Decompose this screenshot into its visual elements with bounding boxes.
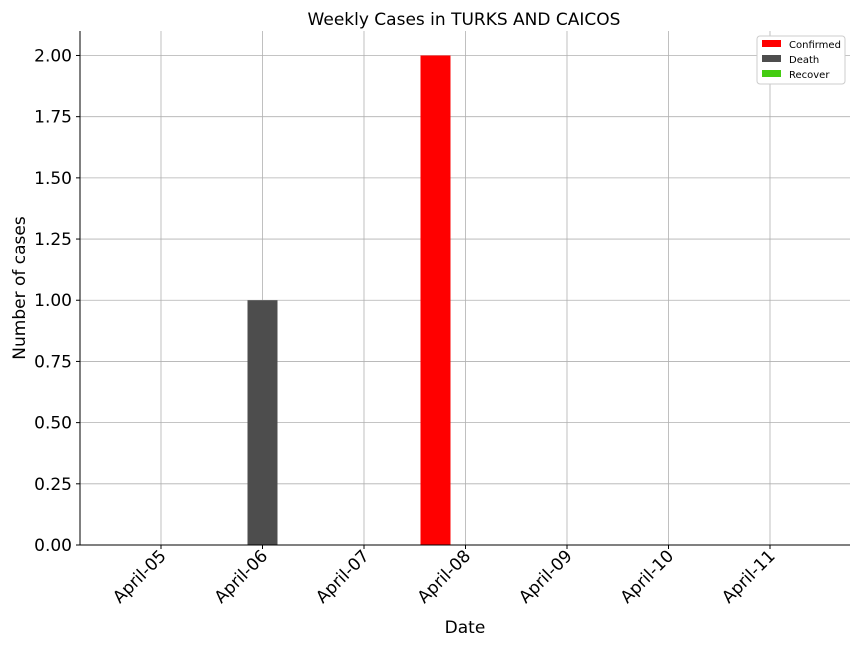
x-axis-ticks: April-05 April-06 April-07 April-08 April-09… [109, 545, 780, 608]
x-tick-label: April-08 [414, 546, 475, 607]
y-tick-label: 0.00 [34, 536, 72, 556]
legend-label-recover: Recover [789, 70, 830, 81]
y-tick-label: 1.75 [34, 108, 72, 128]
y-tick-label: 0.50 [34, 414, 72, 434]
y-tick-label: 1.25 [34, 230, 72, 250]
x-tick-label: April-10 [617, 546, 678, 607]
x-tick-label: April-11 [718, 546, 779, 607]
bar-confirmed [420, 55, 451, 545]
x-tick-label: April-09 [515, 546, 576, 607]
y-axis-label: Number of cases [10, 216, 30, 360]
legend-swatch-death [762, 55, 781, 62]
grid-lines [80, 31, 850, 546]
legend: Confirmed Death Recover [756, 35, 846, 85]
x-axis-label: Date [445, 618, 486, 638]
bar-death [247, 300, 278, 545]
legend-swatch-confirmed [762, 40, 781, 47]
chart-title: Weekly Cases in TURKS AND CAICOS [308, 10, 621, 30]
y-tick-label: 1.50 [34, 169, 72, 189]
legend-label-death: Death [789, 55, 819, 66]
y-tick-label: 2.00 [34, 46, 72, 66]
y-tick-label: 0.75 [34, 352, 72, 372]
y-tick-label: 0.25 [34, 475, 72, 495]
y-tick-label: 1.00 [34, 291, 72, 311]
x-tick-label: April-05 [109, 546, 170, 607]
y-axis-ticks: 0.00 0.25 0.50 0.75 1.00 1.25 1.50 1.75 2.00 [34, 46, 80, 556]
legend-swatch-recover [762, 70, 781, 77]
x-tick-label: April-06 [211, 546, 272, 607]
x-tick-label: April-07 [312, 546, 373, 607]
legend-label-confirmed: Confirmed [789, 40, 841, 51]
bars [247, 55, 451, 545]
